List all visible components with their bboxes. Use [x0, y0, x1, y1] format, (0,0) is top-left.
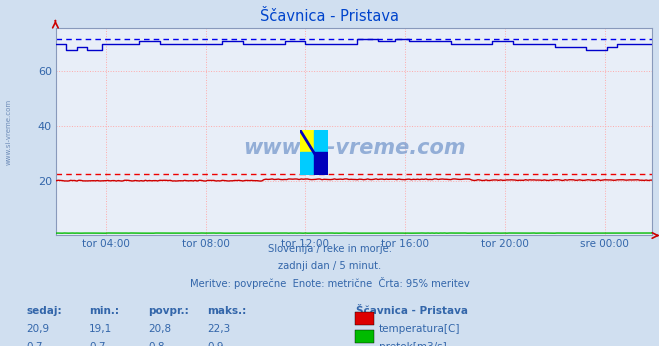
- Text: 20,8: 20,8: [148, 324, 171, 334]
- Text: 0,7: 0,7: [26, 342, 43, 346]
- Text: 0,7: 0,7: [89, 342, 105, 346]
- Text: 22,3: 22,3: [208, 324, 231, 334]
- Bar: [300, 152, 314, 175]
- Text: Slovenija / reke in morje.: Slovenija / reke in morje.: [268, 244, 391, 254]
- Text: Ščavnica - Pristava: Ščavnica - Pristava: [260, 9, 399, 24]
- Text: 0,8: 0,8: [148, 342, 165, 346]
- Bar: [314, 152, 328, 175]
- Bar: [314, 130, 328, 152]
- Text: 20,9: 20,9: [26, 324, 49, 334]
- Text: povpr.:: povpr.:: [148, 306, 189, 316]
- Text: maks.:: maks.:: [208, 306, 247, 316]
- Text: 0,9: 0,9: [208, 342, 224, 346]
- Text: 19,1: 19,1: [89, 324, 112, 334]
- Bar: [300, 130, 314, 152]
- Text: min.:: min.:: [89, 306, 119, 316]
- Text: zadnji dan / 5 minut.: zadnji dan / 5 minut.: [278, 261, 381, 271]
- Text: Ščavnica - Pristava: Ščavnica - Pristava: [356, 306, 468, 316]
- Text: Meritve: povprečne  Enote: metrične  Črta: 95% meritev: Meritve: povprečne Enote: metrične Črta:…: [190, 277, 469, 289]
- Text: sedaj:: sedaj:: [26, 306, 62, 316]
- Text: pretok[m3/s]: pretok[m3/s]: [379, 342, 447, 346]
- Text: www.si-vreme.com: www.si-vreme.com: [5, 98, 12, 165]
- Text: www.si-vreme.com: www.si-vreme.com: [243, 138, 465, 158]
- Text: temperatura[C]: temperatura[C]: [379, 324, 461, 334]
